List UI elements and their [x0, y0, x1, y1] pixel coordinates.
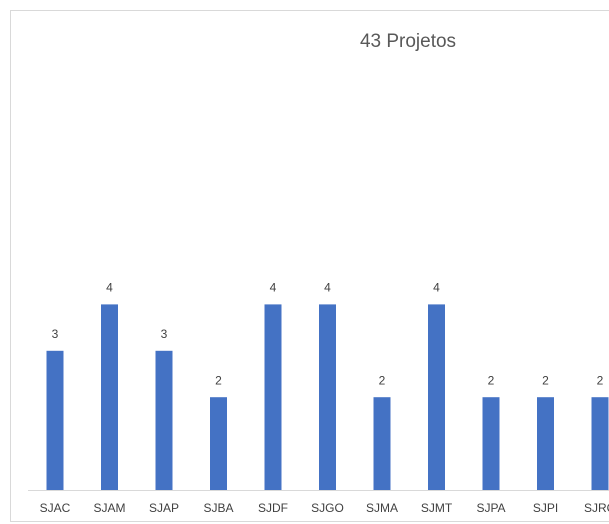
- bar: [101, 304, 118, 490]
- bar: [46, 350, 64, 490]
- data-label: 2: [215, 373, 222, 387]
- chart-frame: [10, 10, 609, 522]
- bar: [591, 397, 609, 490]
- data-label: 4: [433, 281, 440, 295]
- bar: [373, 397, 391, 490]
- x-tick-label: SJPI: [533, 501, 558, 515]
- x-tick-label: SJMA: [366, 501, 398, 515]
- x-tick-label: SJMT: [421, 501, 453, 515]
- bar: [482, 397, 500, 490]
- chart-title: 43 Projetos: [360, 31, 456, 52]
- bar: [210, 397, 227, 490]
- x-tick-label: SJGO: [311, 501, 344, 515]
- x-tick-label: SJDF: [258, 501, 288, 515]
- bar: [319, 304, 336, 490]
- x-tick-label: SJRO: [584, 501, 609, 515]
- data-label: 3: [161, 327, 168, 341]
- x-tick-label: SJAM: [93, 501, 125, 515]
- data-label: 2: [488, 373, 495, 387]
- bar: [428, 304, 445, 490]
- x-tick-label: SJAC: [40, 501, 71, 515]
- bar: [537, 397, 554, 490]
- x-tick-label: SJBA: [203, 501, 233, 515]
- x-tick-label: SJPA: [476, 501, 505, 515]
- x-tick-label: SJAP: [149, 501, 179, 515]
- data-label: 4: [324, 281, 331, 295]
- data-label: 3: [52, 327, 59, 341]
- data-label: 4: [270, 281, 277, 295]
- bar: [264, 304, 282, 490]
- data-label: 2: [542, 373, 549, 387]
- data-label: 2: [597, 373, 604, 387]
- data-label: 4: [106, 281, 113, 295]
- bar: [155, 350, 173, 490]
- data-label: 2: [379, 373, 386, 387]
